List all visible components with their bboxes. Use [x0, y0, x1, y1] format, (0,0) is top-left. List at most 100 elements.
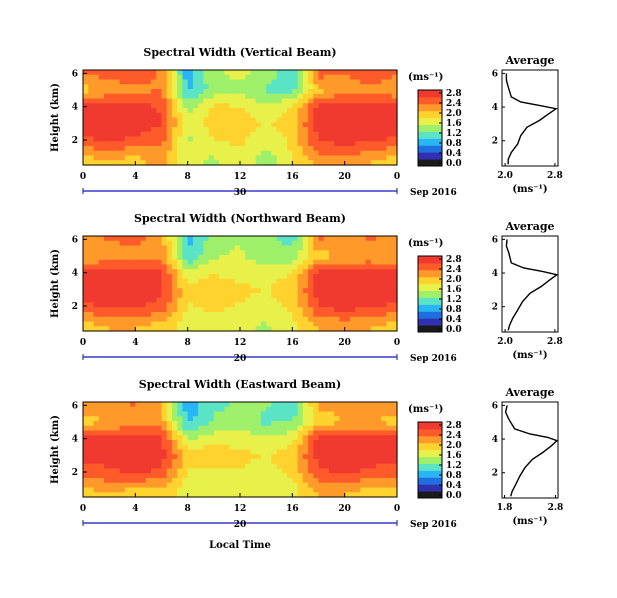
heatmap-cell [161, 326, 168, 332]
heatmap-cell [234, 411, 241, 417]
heatmap-cell [349, 160, 356, 166]
average-title: Average [504, 220, 554, 233]
heatmap-cell [119, 108, 126, 114]
heatmap-cell [391, 79, 398, 85]
heatmap-cell [203, 74, 210, 81]
heatmap-cell [308, 89, 314, 95]
heatmap-cell [140, 468, 147, 474]
heatmap-cell [344, 74, 351, 81]
heatmap-cell [124, 93, 131, 100]
heatmap-cell [240, 269, 246, 275]
heatmap-cell [370, 240, 377, 247]
heatmap-cell [187, 146, 194, 152]
heatmap-cell [323, 240, 330, 247]
heatmap-cell [213, 473, 220, 479]
heatmap-cell [339, 302, 346, 308]
heatmap-cell [313, 117, 320, 123]
heatmap-cell [355, 444, 361, 451]
heatmap-cell [240, 487, 246, 493]
heatmap-cell [240, 278, 246, 285]
heatmap-cell [250, 406, 257, 413]
heatmap-cell [103, 444, 110, 451]
heatmap-cell [145, 264, 152, 270]
heatmap-cell [88, 84, 95, 90]
heatmap-cell [98, 435, 105, 441]
heatmap-cell [166, 98, 173, 104]
heatmap-cell [360, 79, 367, 85]
heatmap-cell [271, 79, 278, 85]
heatmap-cell [355, 89, 361, 95]
heatmap-cell [182, 416, 189, 422]
heatmap-cell [297, 79, 304, 85]
heatmap-cell [224, 245, 231, 251]
heatmap-cell [166, 112, 173, 119]
heatmap-cell [182, 146, 189, 152]
heatmap-cell [376, 430, 382, 436]
heatmap-cell [198, 307, 204, 313]
heatmap-cell [360, 425, 367, 432]
heatmap-cell [245, 255, 252, 261]
heatmap-cell [302, 430, 309, 436]
heatmap-cell [177, 473, 184, 479]
heatmap-cell [203, 416, 210, 422]
heatmap-cell [151, 103, 157, 109]
heatmap-cell [145, 122, 152, 128]
heatmap-cell [376, 131, 382, 138]
heatmap-cell [250, 245, 257, 251]
heatmap-cell [156, 326, 163, 332]
heatmap-cell [349, 307, 356, 313]
heatmap-cell [166, 468, 173, 474]
heatmap-cell [386, 259, 393, 266]
heatmap-cell [156, 269, 163, 275]
heatmap-cell [297, 302, 304, 308]
heatmap-cell [328, 236, 335, 242]
heatmap-cell [177, 89, 184, 95]
heatmap-cell [119, 411, 126, 417]
heatmap-cell [365, 321, 372, 327]
heatmap-cell [365, 326, 372, 332]
heatmap-cell [365, 302, 372, 308]
heatmap-cell [344, 321, 351, 327]
heatmap-cell [88, 98, 95, 104]
heatmap-cell [234, 264, 241, 270]
heatmap-cell [166, 146, 173, 152]
heatmap-cell [103, 146, 110, 152]
heatmap-cell [198, 250, 204, 256]
heatmap-cell [308, 131, 314, 138]
heatmap-cell [260, 108, 267, 114]
heatmap-cell [391, 122, 398, 128]
heatmap-cell [334, 297, 341, 304]
heatmap-cell [370, 250, 377, 256]
heatmap-cell [376, 463, 382, 470]
heatmap-cell [114, 255, 121, 261]
heatmap-cell [391, 70, 398, 76]
heatmap-cell [187, 264, 194, 270]
heatmap-cell [88, 250, 95, 256]
heatmap-cell [266, 269, 272, 275]
heatmap-cell [213, 402, 220, 408]
heatmap-cell [302, 240, 309, 247]
heatmap-cell [344, 146, 351, 152]
heatmap-cell [151, 264, 157, 270]
heatmap-cell [208, 131, 215, 138]
heatmap-cell [297, 131, 304, 138]
heatmap-cell [135, 250, 142, 256]
heatmap-cell [192, 79, 199, 85]
heatmap-cell [313, 131, 320, 138]
heatmap-cell [177, 421, 184, 427]
heatmap-cell [93, 293, 100, 299]
heatmap-cell [386, 421, 393, 427]
heatmap-cell [203, 245, 210, 251]
heatmap-cell [119, 402, 126, 408]
heatmap-cell [386, 416, 393, 422]
heatmap-cell [349, 321, 356, 327]
heatmap-cell [370, 440, 377, 446]
heatmap-cell [250, 269, 257, 275]
heatmap-cell [219, 411, 225, 417]
heatmap-cell [355, 136, 361, 142]
heatmap-cell [355, 487, 361, 493]
heatmap-cell [224, 444, 231, 451]
heatmap-cell [140, 136, 147, 142]
heatmap-cell [339, 84, 346, 90]
heatmap-cell [328, 122, 335, 128]
